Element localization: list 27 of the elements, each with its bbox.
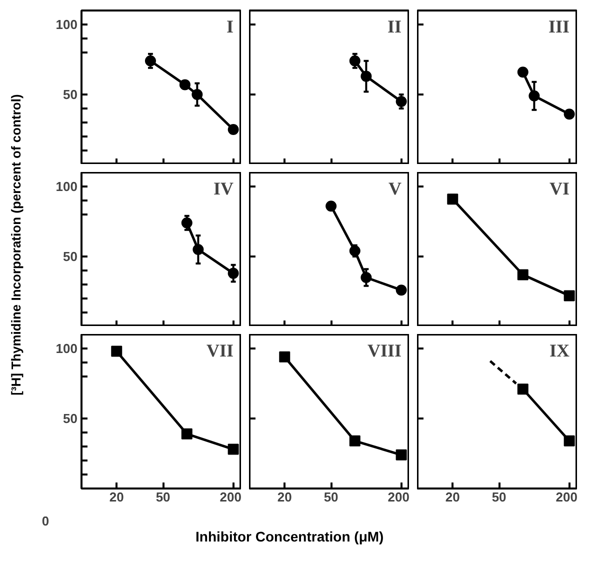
chart-title: I bbox=[226, 16, 234, 36]
x-axis-title: Inhibitor Concentration (μM) bbox=[196, 528, 384, 544]
x-tick-label: 200 bbox=[388, 490, 410, 504]
y-tick-label: 50 bbox=[63, 249, 78, 264]
chart-title: VI bbox=[549, 178, 570, 198]
chart-title: III bbox=[548, 16, 570, 36]
y-tick-label: 50 bbox=[63, 87, 78, 102]
chart-title: VIII bbox=[367, 340, 402, 360]
y-tick-label: 50 bbox=[63, 411, 78, 426]
y-tick-label: 100 bbox=[56, 17, 78, 32]
chart-title: VII bbox=[206, 340, 234, 360]
x-tick-label: 20 bbox=[445, 490, 460, 504]
chart-title: V bbox=[388, 178, 402, 198]
text: 0 bbox=[42, 514, 50, 528]
y-tick-label: 100 bbox=[56, 179, 78, 194]
y-tick-label: 100 bbox=[56, 341, 78, 356]
x-tick-label: 50 bbox=[324, 490, 338, 504]
chart-title: IX bbox=[549, 340, 570, 360]
x-tick-label: 20 bbox=[109, 490, 124, 504]
x-tick-label: 50 bbox=[492, 490, 506, 504]
x-tick-label: 50 bbox=[156, 490, 170, 504]
y-axis-title: [³H] Thymidine Incorporation (percent of control) bbox=[8, 94, 24, 396]
x-tick-label: 20 bbox=[277, 490, 292, 504]
chart-title: IV bbox=[213, 178, 234, 198]
chart-title: II bbox=[387, 16, 402, 36]
x-tick-label: 200 bbox=[556, 490, 578, 504]
x-tick-label: 200 bbox=[220, 490, 242, 504]
